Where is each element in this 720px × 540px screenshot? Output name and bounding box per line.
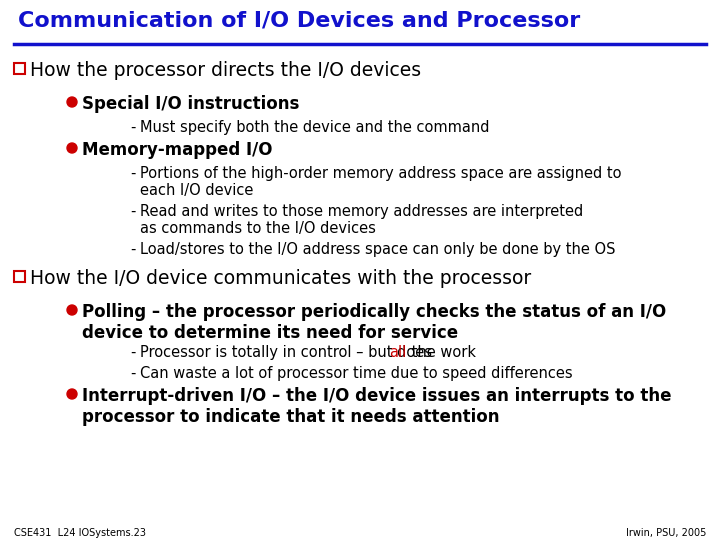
- Text: How the processor directs the I/O devices: How the processor directs the I/O device…: [30, 61, 421, 80]
- Circle shape: [67, 97, 77, 107]
- Text: Read and writes to those memory addresses are interpreted
as commands to the I/O: Read and writes to those memory addresse…: [140, 204, 583, 237]
- Text: -: -: [130, 166, 135, 181]
- Text: -: -: [130, 204, 135, 219]
- FancyBboxPatch shape: [14, 63, 25, 74]
- Text: -: -: [130, 242, 135, 257]
- Text: Special I/O instructions: Special I/O instructions: [82, 95, 300, 113]
- Text: Memory-mapped I/O: Memory-mapped I/O: [82, 141, 272, 159]
- Text: CSE431  L24 IOSystems.23: CSE431 L24 IOSystems.23: [14, 528, 146, 538]
- Text: Irwin, PSU, 2005: Irwin, PSU, 2005: [626, 528, 706, 538]
- Text: Interrupt-driven I/O – the I/O device issues an interrupts to the
processor to i: Interrupt-driven I/O – the I/O device is…: [82, 387, 672, 426]
- Text: -: -: [130, 366, 135, 381]
- Circle shape: [67, 305, 77, 315]
- Text: Processor is totally in control – but does: Processor is totally in control – but do…: [140, 345, 436, 360]
- Text: -: -: [130, 345, 135, 360]
- Text: Communication of I/O Devices and Processor: Communication of I/O Devices and Process…: [18, 10, 580, 30]
- Circle shape: [67, 389, 77, 399]
- Text: the work: the work: [407, 345, 476, 360]
- Text: Must specify both the device and the command: Must specify both the device and the com…: [140, 120, 490, 135]
- FancyBboxPatch shape: [14, 271, 25, 282]
- Text: Load/stores to the I/O address space can only be done by the OS: Load/stores to the I/O address space can…: [140, 242, 616, 257]
- Text: all: all: [390, 345, 407, 360]
- Text: Can waste a lot of processor time due to speed differences: Can waste a lot of processor time due to…: [140, 366, 572, 381]
- Text: -: -: [130, 120, 135, 135]
- Text: Polling – the processor periodically checks the status of an I/O
device to deter: Polling – the processor periodically che…: [82, 303, 666, 342]
- Text: Portions of the high-order memory address space are assigned to
each I/O device: Portions of the high-order memory addres…: [140, 166, 621, 198]
- Circle shape: [67, 143, 77, 153]
- Text: How the I/O device communicates with the processor: How the I/O device communicates with the…: [30, 269, 531, 288]
